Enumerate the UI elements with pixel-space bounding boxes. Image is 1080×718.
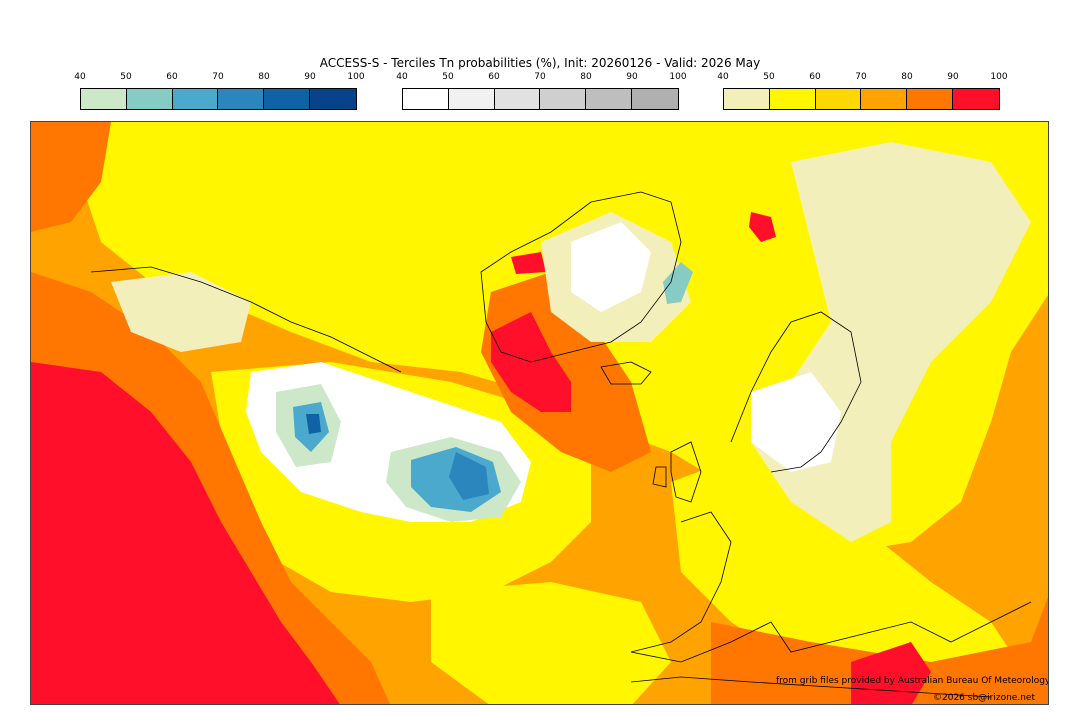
- tick-label: 80: [901, 72, 913, 82]
- tick-label: 80: [258, 72, 270, 82]
- colorbar-below: [80, 88, 357, 110]
- color-swatch: [907, 89, 954, 109]
- colorbar-below-ticks: 40 50 60 70 80 90 100: [74, 72, 364, 84]
- copyright-credit: ©2026 sb@irizone.net: [933, 693, 1035, 703]
- coastline-western-europe: [630, 511, 732, 653]
- tick-label: 100: [669, 72, 687, 82]
- color-swatch: [310, 89, 356, 109]
- normal-zone-scandinavia: [751, 372, 841, 472]
- coastline-greenland: [480, 191, 682, 363]
- tick-label: 90: [626, 72, 638, 82]
- coastline-british-isles: [652, 441, 702, 503]
- coastlines: [90, 191, 1032, 698]
- below-zone-central-deep: [449, 452, 489, 500]
- tick-label: 70: [534, 72, 546, 82]
- color-swatch: [172, 89, 219, 109]
- tick-label: 90: [947, 72, 959, 82]
- map-title: ACCESS-S - Terciles Tn probabilities (%)…: [319, 56, 761, 70]
- tick-label: 40: [717, 72, 729, 82]
- below-zone-northeast: [663, 262, 693, 304]
- tick-label: 50: [763, 72, 775, 82]
- color-swatch: [953, 89, 999, 109]
- color-swatch: [494, 89, 541, 109]
- tick-label: 50: [120, 72, 132, 82]
- tick-label: 100: [347, 72, 365, 82]
- map-canvas: [31, 122, 1048, 704]
- source-credit: from grib files provided by Australian B…: [776, 676, 1049, 686]
- coastline-scandinavia: [730, 311, 862, 473]
- colorbar-above: [723, 88, 1000, 110]
- tick-label: 40: [396, 72, 408, 82]
- probability-map: from grib files provided by Australian B…: [30, 121, 1049, 705]
- colorbar-normal: [402, 88, 679, 110]
- color-swatch: [126, 89, 173, 109]
- color-swatch: [586, 89, 633, 109]
- tick-label: 70: [855, 72, 867, 82]
- darkorange-zone-med: [711, 597, 1048, 704]
- tick-label: 90: [304, 72, 316, 82]
- color-swatch: [861, 89, 908, 109]
- colorbar-normal-ticks: 40 50 60 70 80 90 100: [396, 72, 686, 84]
- tick-label: 60: [166, 72, 178, 82]
- color-swatch: [81, 89, 127, 109]
- red-zone-northeast: [511, 252, 546, 274]
- tick-label: 50: [442, 72, 454, 82]
- coastline-iceland: [600, 361, 652, 385]
- red-zone-atlantic: [31, 362, 340, 704]
- color-swatch: [448, 89, 495, 109]
- color-swatch: [632, 89, 678, 109]
- color-swatch: [403, 89, 449, 109]
- color-swatch: [264, 89, 311, 109]
- color-swatch: [218, 89, 265, 109]
- below-zone-west-deep: [306, 414, 321, 434]
- tick-label: 60: [809, 72, 821, 82]
- color-swatch: [769, 89, 816, 109]
- tick-label: 40: [74, 72, 86, 82]
- coastline-africa: [630, 676, 992, 698]
- tick-label: 60: [488, 72, 500, 82]
- color-swatch: [815, 89, 862, 109]
- color-swatch: [540, 89, 587, 109]
- coastline-mediterranean: [630, 601, 1032, 663]
- red-zone-scandinavia: [749, 212, 776, 242]
- tick-label: 80: [580, 72, 592, 82]
- tick-label: 70: [212, 72, 224, 82]
- red-zone-mediterranean: [851, 642, 931, 704]
- lightyellow-zone-canada: [111, 272, 251, 352]
- normal-zone-greenland: [571, 222, 651, 312]
- colorbar-above-ticks: 40 50 60 70 80 90 100: [717, 72, 1007, 84]
- coastline-canada: [90, 266, 402, 373]
- tick-label: 100: [990, 72, 1008, 82]
- yellow-zone-south: [431, 582, 671, 704]
- darkorange-zone-northwest: [31, 122, 111, 232]
- color-swatch: [724, 89, 770, 109]
